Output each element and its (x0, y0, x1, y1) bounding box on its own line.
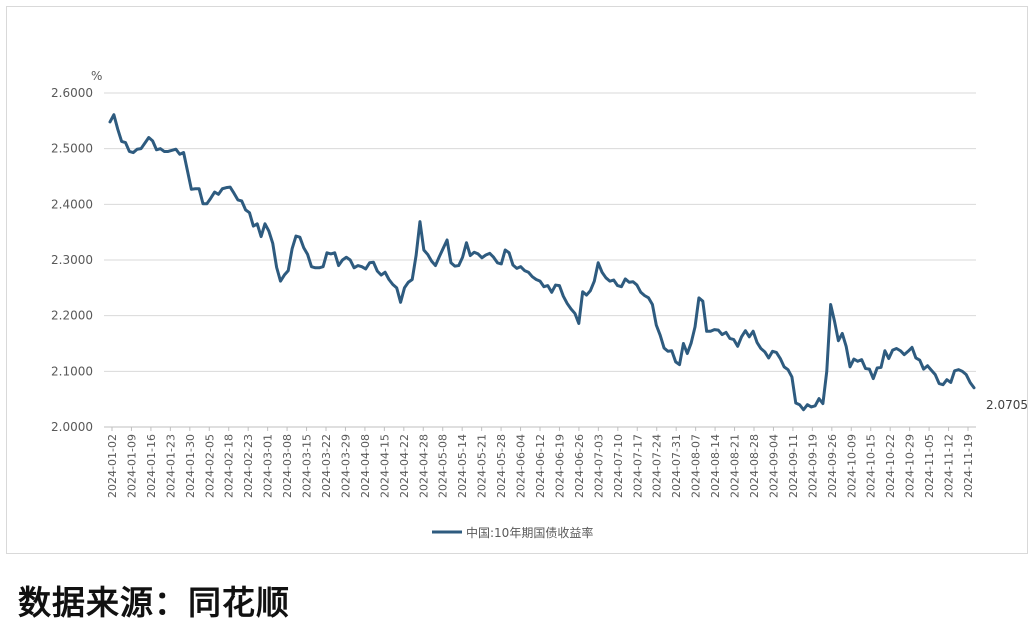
x-tick-label: 2024-05-08 (437, 434, 450, 498)
x-tick-label: 2024-01-16 (145, 434, 158, 498)
series-line (108, 113, 976, 412)
x-tick-label: 2024-01-02 (106, 434, 119, 498)
x-tick-label: 2024-03-08 (281, 434, 294, 498)
y-tick-label: 2.6000 (51, 86, 93, 100)
x-tick-label: 2024-04-28 (417, 434, 430, 498)
x-axis-ticks: 2024-01-02 2024-01-09 2024-01-16 2024-01-23… (106, 427, 975, 498)
x-tick-label: 2024-02-05 (203, 434, 216, 498)
y-tick-label: 2.4000 (51, 197, 93, 211)
line-chart: 2.6000 2.5000 2.4000 2.3000 2.2000 2.1000 2.00… (51, 69, 1028, 540)
x-tick-label: 2024-08-14 (709, 434, 722, 498)
x-tick-label: 2024-02-18 (223, 434, 236, 498)
legend: 中国:10年期国债收益率 (432, 525, 593, 540)
x-tick-label: 2024-07-24 (651, 434, 664, 498)
x-tick-label: 2024-10-09 (845, 434, 858, 498)
x-tick-label: 2024-07-03 (592, 434, 605, 498)
x-tick-label: 2024-07-31 (670, 434, 683, 498)
y-tick-label: 2.1000 (51, 364, 93, 378)
x-tick-label: 2024-06-19 (553, 434, 566, 498)
x-tick-label: 2024-04-15 (378, 434, 391, 498)
y-tick-label: 2.0000 (51, 420, 93, 434)
x-tick-label: 2024-11-12 (943, 434, 956, 498)
x-tick-label: 2024-07-17 (631, 434, 644, 498)
last-value-label: 2.0705 (986, 398, 1028, 412)
x-tick-label: 2024-03-22 (320, 434, 333, 498)
x-tick-label: 2024-07-10 (612, 434, 625, 498)
x-tick-label: 2024-06-26 (573, 434, 586, 498)
x-tick-label: 2024-01-23 (164, 434, 177, 498)
x-tick-label: 2024-04-22 (398, 434, 411, 498)
x-tick-label: 2024-03-15 (301, 434, 314, 498)
y-tick-label: 2.3000 (51, 253, 93, 267)
x-tick-label: 2024-08-28 (748, 434, 761, 498)
x-tick-label: 2024-03-29 (339, 434, 352, 498)
x-tick-label: 2024-01-09 (125, 434, 138, 498)
x-tick-label: 2024-02-23 (242, 434, 255, 498)
x-tick-label: 2024-09-04 (767, 434, 780, 498)
chart-frame (6, 6, 1028, 554)
legend-label: 中国:10年期国债收益率 (466, 525, 593, 540)
x-tick-label: 2024-09-26 (826, 434, 839, 498)
y-axis-ticks: 2.6000 2.5000 2.4000 2.3000 2.2000 2.1000 2.00… (51, 86, 93, 434)
y-tick-label: 2.2000 (51, 309, 93, 323)
x-tick-label: 2024-05-21 (476, 434, 489, 498)
x-tick-label: 2024-11-19 (962, 434, 975, 498)
x-tick-label: 2024-10-15 (865, 434, 878, 498)
x-tick-label: 2024-11-05 (923, 434, 936, 498)
x-tick-label: 2024-08-07 (690, 434, 703, 498)
x-tick-label: 2024-08-21 (729, 434, 742, 498)
x-tick-label: 2024-05-28 (495, 434, 508, 498)
x-tick-label: 2024-06-12 (534, 434, 547, 498)
gridlines (104, 92, 976, 428)
x-tick-label: 2024-09-19 (806, 434, 819, 498)
x-tick-label: 2024-01-30 (184, 434, 197, 498)
x-tick-label: 2024-04-08 (359, 434, 372, 498)
x-tick-label: 2024-10-29 (904, 434, 917, 498)
x-tick-label: 2024-10-22 (884, 434, 897, 498)
x-tick-label: 2024-06-04 (515, 434, 528, 498)
x-tick-label: 2024-03-01 (262, 434, 275, 498)
data-source-caption: 数据来源：同花顺 (18, 583, 290, 622)
x-tick-label: 2024-09-11 (787, 434, 800, 498)
y-tick-label: 2.5000 (51, 142, 93, 156)
x-tick-label: 2024-05-14 (456, 434, 469, 498)
y-axis-unit: % (91, 69, 102, 83)
